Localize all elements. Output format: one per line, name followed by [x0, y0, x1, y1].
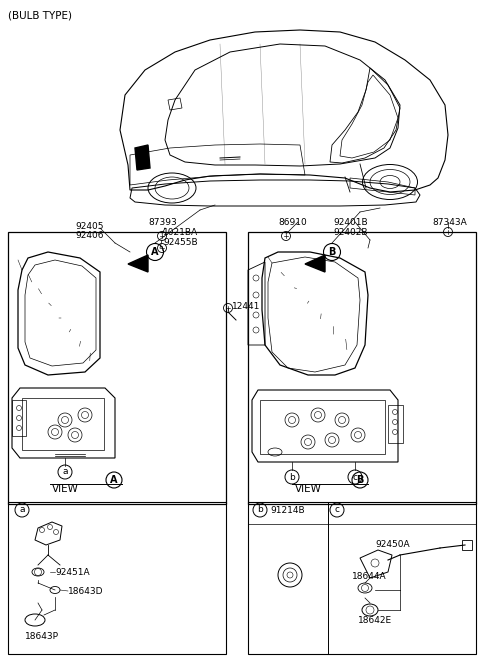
Text: c: c	[335, 506, 339, 515]
Text: B: B	[356, 475, 364, 485]
Text: a: a	[19, 506, 25, 515]
Bar	[260, 400, 385, 454]
Text: b: b	[257, 506, 263, 515]
Text: 92402B: 92402B	[333, 228, 368, 237]
Text: 92405: 92405	[75, 222, 104, 231]
Text: 1021BA: 1021BA	[163, 228, 198, 237]
Bar	[8, 502, 226, 654]
Polygon shape	[128, 255, 148, 272]
Text: A: A	[151, 247, 159, 257]
Bar	[22, 398, 104, 450]
Text: a: a	[62, 467, 68, 477]
Text: B: B	[328, 247, 336, 257]
Text: 87393: 87393	[148, 218, 177, 227]
Text: 12441: 12441	[232, 302, 260, 311]
Text: (BULB TYPE): (BULB TYPE)	[8, 10, 72, 20]
Text: 92450A: 92450A	[375, 540, 409, 549]
Bar	[388, 405, 403, 443]
Text: 92406: 92406	[75, 231, 104, 240]
Text: 92401B: 92401B	[333, 218, 368, 227]
Bar	[248, 502, 476, 654]
Polygon shape	[135, 145, 150, 170]
Bar	[12, 400, 26, 436]
Polygon shape	[305, 255, 325, 272]
Text: VIEW: VIEW	[52, 484, 79, 494]
Text: 92455B: 92455B	[163, 238, 198, 247]
Bar	[248, 232, 476, 504]
Text: 18643P: 18643P	[25, 632, 59, 641]
Text: 18643D: 18643D	[68, 587, 104, 596]
Text: VIEW: VIEW	[295, 484, 322, 494]
Text: b: b	[289, 473, 295, 482]
Text: 92451A: 92451A	[55, 568, 90, 577]
Text: c: c	[352, 473, 358, 482]
Bar	[8, 232, 226, 504]
Text: A: A	[110, 475, 118, 485]
Text: 87343A: 87343A	[432, 218, 467, 227]
Text: 91214B: 91214B	[270, 506, 305, 515]
Text: 18644A: 18644A	[352, 572, 386, 581]
Text: 18642E: 18642E	[358, 616, 392, 625]
Text: 86910: 86910	[278, 218, 307, 227]
Bar	[462, 540, 472, 550]
